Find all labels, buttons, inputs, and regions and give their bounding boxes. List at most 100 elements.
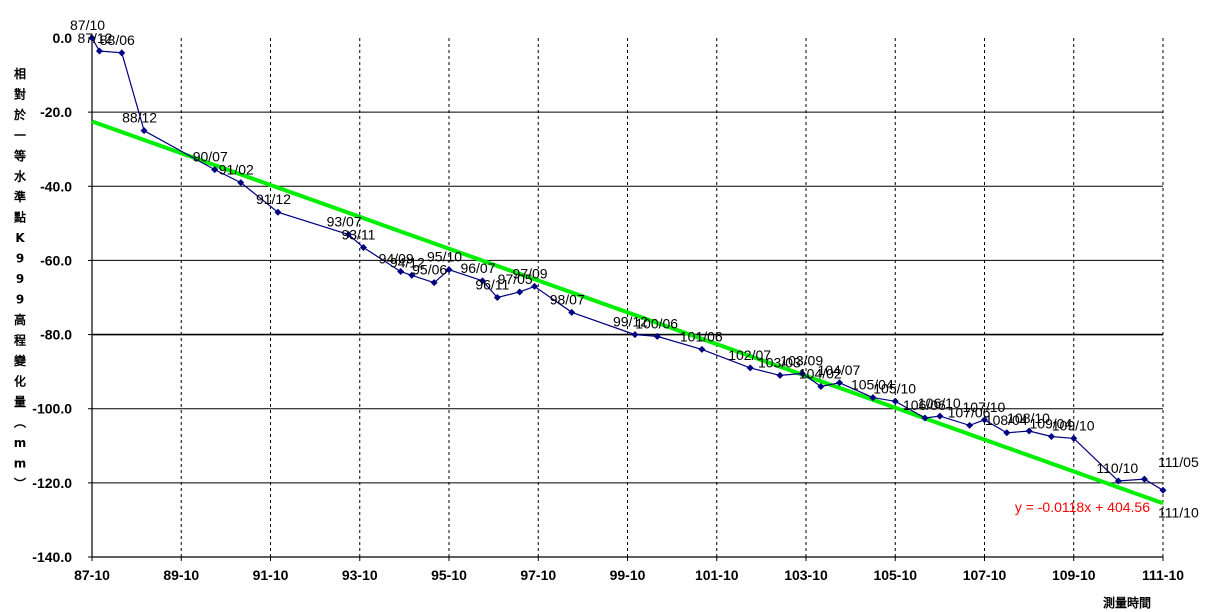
data-point bbox=[531, 282, 539, 290]
data-point bbox=[936, 412, 944, 420]
data-label: 94/09 bbox=[379, 251, 414, 267]
data-label: 88/12 bbox=[122, 110, 157, 126]
data-label: 100/06 bbox=[635, 315, 678, 331]
data-point bbox=[966, 421, 974, 429]
y-axis-title-char: 準 bbox=[14, 189, 26, 204]
data-point bbox=[118, 49, 126, 57]
data-point bbox=[408, 271, 416, 279]
data-point bbox=[568, 308, 576, 316]
data-label: 104/02 bbox=[799, 365, 842, 381]
data-label: 88/06 bbox=[100, 32, 135, 48]
x-tick-label: 93-10 bbox=[342, 567, 378, 583]
data-label: 98/07 bbox=[550, 291, 585, 307]
data-label: 101/06 bbox=[680, 328, 723, 344]
data-point bbox=[274, 208, 282, 216]
data-point bbox=[653, 332, 661, 340]
data-point bbox=[1025, 427, 1033, 435]
y-axis-title-char: 對 bbox=[14, 87, 26, 102]
y-axis-title-char: 等 bbox=[13, 148, 26, 163]
data-point bbox=[140, 127, 148, 135]
y-axis-title-char: 程 bbox=[14, 333, 26, 348]
y-axis-title-char: 高 bbox=[14, 312, 26, 327]
x-axis-title: 測量時間 bbox=[1103, 595, 1151, 610]
x-tick-label: 95-10 bbox=[431, 567, 467, 583]
y-axis-title-char: ︶ bbox=[13, 476, 27, 491]
data-point bbox=[211, 166, 219, 174]
data-point bbox=[95, 47, 103, 55]
y-axis-title-char: 9 bbox=[16, 252, 24, 266]
x-tick-label: 107-10 bbox=[963, 567, 1007, 583]
y-axis-title-char: 變 bbox=[13, 353, 27, 368]
data-label: 102/07 bbox=[728, 347, 771, 363]
data-label: 93/11 bbox=[341, 226, 375, 242]
y-tick-label: -80.0 bbox=[40, 327, 72, 343]
data-label: 96/11 bbox=[475, 277, 509, 293]
x-tick-label: 105-10 bbox=[873, 567, 917, 583]
y-axis-title-char: m bbox=[14, 436, 27, 450]
x-tick-label: 103-10 bbox=[784, 567, 828, 583]
data-label: 94/12 bbox=[390, 254, 425, 270]
data-label: 106/06 bbox=[903, 397, 946, 413]
data-point bbox=[1047, 433, 1055, 441]
axes: 0.0 -20.0 -40.0 -60.0 -80.0 -100.0 -120.0 -140.… bbox=[32, 30, 1184, 583]
data-point bbox=[817, 382, 825, 390]
data-point bbox=[631, 331, 639, 339]
data-point bbox=[397, 268, 405, 276]
data-point bbox=[1003, 429, 1011, 437]
data-point bbox=[88, 34, 96, 42]
data-label: 95/10 bbox=[427, 249, 462, 265]
data-label: 104/07 bbox=[817, 362, 860, 378]
y-axis-title-char: K bbox=[15, 231, 25, 245]
x-tick-label: 109-10 bbox=[1052, 567, 1096, 583]
y-axis-title-char: 化 bbox=[14, 374, 26, 389]
data-label: 97/09 bbox=[513, 265, 548, 281]
data-point bbox=[359, 243, 367, 251]
data-point bbox=[1140, 475, 1148, 483]
data-label: 91/02 bbox=[219, 162, 254, 178]
data-point bbox=[478, 277, 486, 285]
y-axis-title-char: 相 bbox=[14, 66, 26, 81]
data-point bbox=[981, 416, 988, 424]
data-label: 87/12 bbox=[77, 30, 112, 46]
y-tick-label: -60.0 bbox=[40, 252, 72, 268]
x-tick-label: 111-10 bbox=[1142, 567, 1184, 583]
data-label: 97/05 bbox=[498, 271, 533, 287]
data-label: 105/04 bbox=[851, 377, 894, 393]
y-axis-title-char: 水 bbox=[14, 169, 27, 184]
x-tick-label: 101-10 bbox=[695, 567, 739, 583]
y-axis-title-char: 點 bbox=[14, 210, 26, 225]
grid bbox=[92, 38, 1164, 557]
y-tick-label: -20.0 bbox=[40, 104, 72, 120]
data-point bbox=[698, 345, 706, 353]
data-label: 109/04 bbox=[1029, 416, 1072, 432]
data-point bbox=[798, 369, 806, 377]
data-point bbox=[430, 279, 438, 287]
y-axis-title-char: 9 bbox=[16, 293, 24, 307]
y-tick-label: -120.0 bbox=[32, 475, 72, 491]
x-tick-label: 87-10 bbox=[74, 567, 110, 583]
data-point bbox=[776, 371, 784, 379]
data-label: 106/10 bbox=[918, 395, 961, 411]
y-axis-title-char: ︵ bbox=[13, 416, 27, 430]
x-tick-label: 99-10 bbox=[610, 567, 646, 583]
x-tick-label: 89-10 bbox=[163, 567, 199, 583]
series-line bbox=[88, 34, 1167, 494]
data-point bbox=[1159, 486, 1167, 494]
y-tick-label: -140.0 bbox=[32, 549, 72, 565]
data-label: 95/06 bbox=[412, 262, 447, 278]
y-tick-label: 0.0 bbox=[53, 30, 73, 46]
data-point bbox=[445, 266, 453, 274]
data-label: 93/07 bbox=[327, 213, 362, 229]
data-point bbox=[921, 414, 929, 422]
data-label: 96/07 bbox=[460, 260, 495, 276]
y-axis-title-char: 於 bbox=[14, 107, 27, 122]
data-point bbox=[835, 379, 843, 387]
data-point bbox=[345, 230, 353, 238]
data-label: 111/10 bbox=[1158, 504, 1199, 520]
y-axis-title-char: 一 bbox=[14, 129, 26, 143]
data-point bbox=[493, 294, 501, 301]
data-label: 91/12 bbox=[256, 191, 291, 207]
data-point bbox=[891, 397, 899, 405]
data-label: 105/10 bbox=[873, 380, 916, 396]
